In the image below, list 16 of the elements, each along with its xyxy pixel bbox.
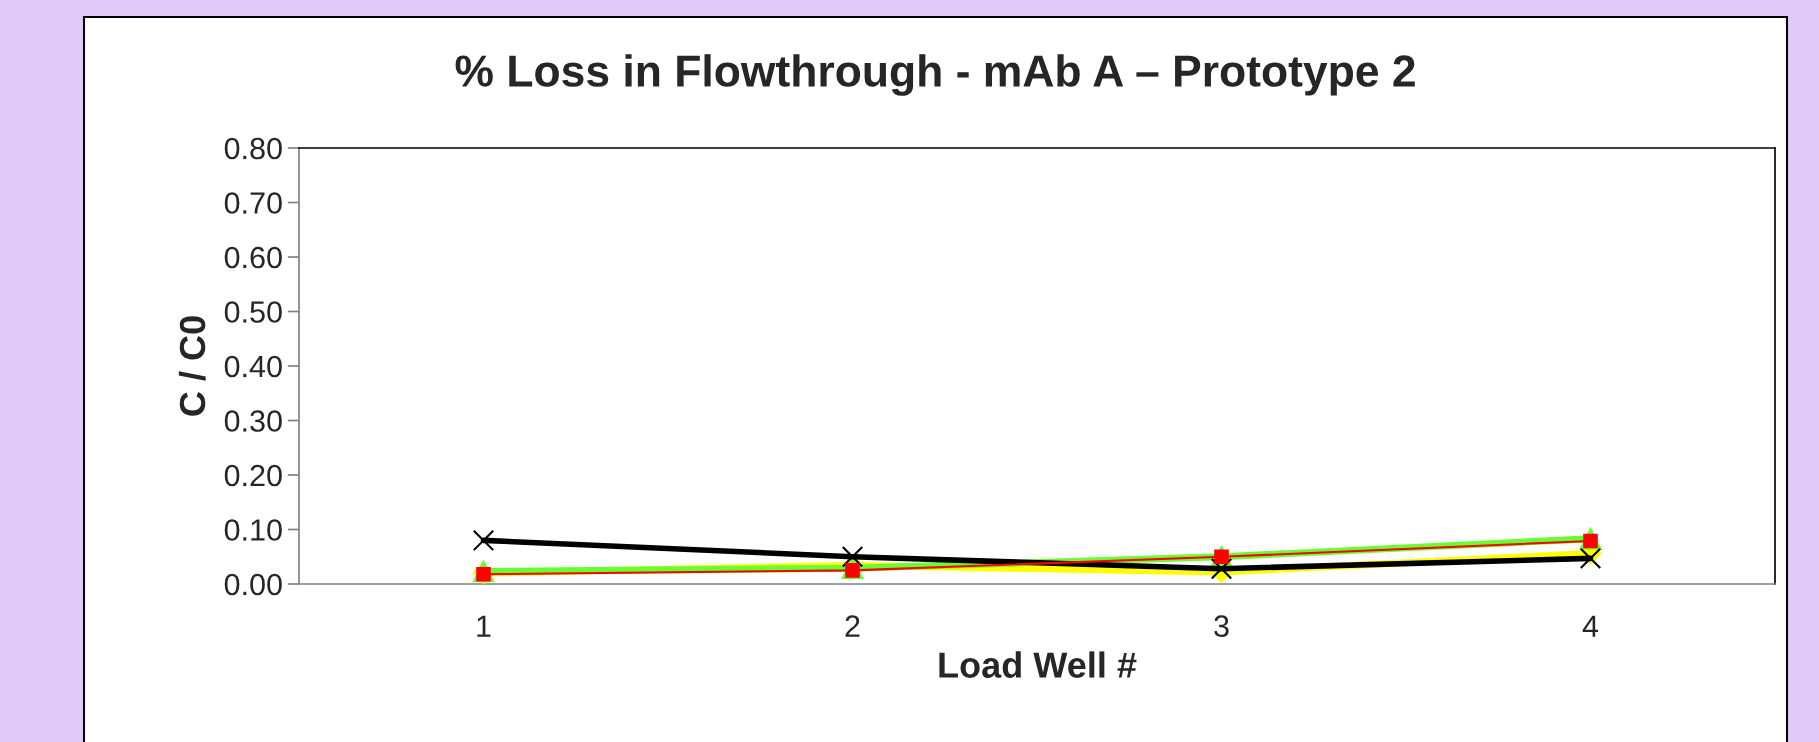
y-tick-label: 0.10 — [224, 519, 282, 541]
x-tick-label: 2 — [845, 615, 860, 637]
y-tick-label: 0.50 — [224, 301, 282, 323]
y-tick-label: 0.30 — [224, 410, 282, 432]
y-tick-label: 0.40 — [224, 355, 282, 378]
y-tick-label: 0.00 — [224, 573, 282, 596]
y-tick-label: 0.80 — [224, 137, 282, 160]
x-tick-label: 4 — [1582, 615, 1599, 637]
y-axis-title: C / C0 — [178, 316, 206, 416]
x-tick-label: 3 — [1214, 615, 1229, 637]
y-tick-label: 0.60 — [224, 246, 282, 269]
chart-title: % Loss in Flowthrough - mAb A – Prototype 2 — [455, 54, 1415, 96]
y-tick-label: 0.20 — [224, 464, 282, 487]
x-tick-label: 1 — [477, 615, 491, 637]
y-tick-label: 0.70 — [224, 192, 282, 214]
x-axis-title: Load Well # — [939, 651, 1137, 678]
